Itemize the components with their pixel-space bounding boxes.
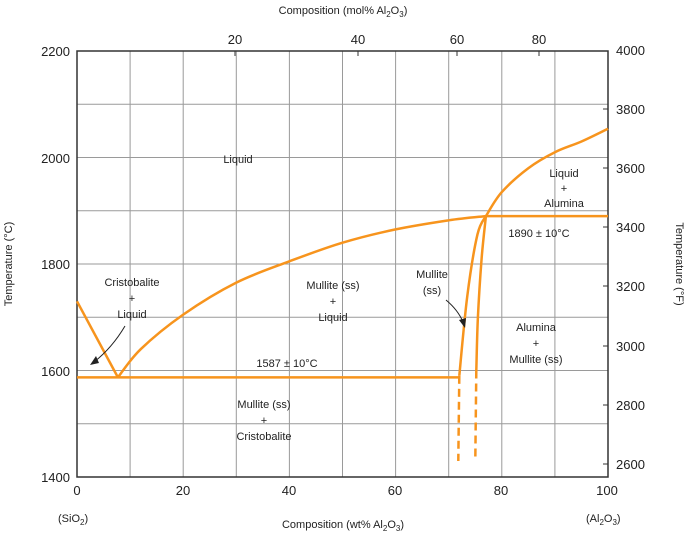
mullite-ss-left-boundary-line — [458, 215, 488, 376]
x-axis-title: Composition (wt% Al2O3) — [282, 519, 404, 533]
x-tick-label: 80 — [494, 483, 508, 498]
top-tick-label: 80 — [532, 32, 546, 47]
y2-tick-label: 3400 — [616, 220, 645, 235]
mullite-ss-label: Mullite — [416, 269, 448, 281]
mullite-cristobalite-label: Cristobalite — [236, 431, 291, 443]
region-labels: Liquid Liquid + Alumina Cristobalite + L… — [104, 154, 584, 443]
cristobalite-liquid-plus: + — [129, 293, 135, 305]
liquid-region-label: Liquid — [223, 154, 252, 166]
plot-frame — [76, 50, 609, 478]
liquid-alumina-plus: + — [561, 183, 567, 195]
mullite-liquid-label: Mullite (ss) — [306, 280, 359, 292]
y2-tick-label: 3800 — [616, 102, 645, 117]
mullite-liquid-label: Liquid — [318, 312, 347, 324]
y2-tick-label: 2600 — [616, 457, 645, 472]
x-tick-label: 100 — [596, 483, 618, 498]
alumina-mullite-plus: + — [533, 338, 539, 350]
y2-tick-label: 3200 — [616, 279, 645, 294]
top-axis: Composition (mol% Al2O3) 20 40 60 80 — [228, 5, 546, 56]
left-axis: 1400 1600 1800 2000 2200 Temperature (°C… — [3, 44, 70, 485]
mullite-cristobalite-plus: + — [261, 415, 267, 427]
liquidus-sio2-side-line — [75, 300, 120, 378]
top-tick-label: 60 — [450, 32, 464, 47]
grid — [77, 51, 608, 477]
top-axis-title: Composition (mol% Al2O3) — [279, 5, 408, 19]
x-tick-label: 20 — [176, 483, 190, 498]
mullite-ss-right-dashed-line — [474, 370, 478, 462]
liquid-alumina-label: Alumina — [544, 198, 585, 210]
y-tick-label: 1600 — [41, 364, 70, 379]
x-tick-label: 40 — [282, 483, 296, 498]
liquid-alumina-label: Liquid — [549, 168, 578, 180]
sio2-end-label: (SiO2) — [58, 513, 88, 527]
liquidus-mullite-side-line — [116, 214, 487, 379]
y-tick-label: 1400 — [41, 470, 70, 485]
y2-tick-label: 3600 — [616, 161, 645, 176]
liquidus-alumina-side-line — [484, 127, 609, 217]
y-tick-label: 2200 — [41, 44, 70, 59]
top-tick-label: 40 — [351, 32, 365, 47]
y-axis-title-left: Temperature (°C) — [3, 222, 15, 306]
y2-tick-label: 2800 — [616, 398, 645, 413]
mullite-liquid-plus: + — [330, 296, 336, 308]
alumina-mullite-label: Mullite (ss) — [509, 354, 562, 366]
phase-boundaries — [75, 127, 609, 462]
top-tick-label: 20 — [228, 32, 242, 47]
x-tick-label: 60 — [388, 483, 402, 498]
mullite-ss-label: (ss) — [423, 285, 441, 297]
mullite-cristobalite-label: Mullite (ss) — [237, 399, 290, 411]
mullite-ss-left-dashed-line — [457, 375, 461, 462]
al2o3-end-label: (Al2O3) — [586, 513, 621, 527]
pointer-arrows — [90, 299, 466, 365]
alumina-mullite-label: Alumina — [516, 322, 557, 334]
cristobalite-arrowhead — [90, 356, 99, 365]
bottom-axis: 0 20 40 60 80 100 Composition (wt% Al2O3… — [58, 483, 621, 533]
right-axis: 2600 2800 3000 3200 3400 3600 3800 4000 … — [603, 43, 685, 472]
y-axis-title-right: Temperature (°F) — [673, 222, 685, 305]
y2-tick-label: 3000 — [616, 339, 645, 354]
eutectic-temperature-label: 1587 ± 10°C — [256, 358, 317, 370]
y-tick-label: 2000 — [41, 151, 70, 166]
peritectic-temperature-label: 1890 ± 10°C — [508, 228, 569, 240]
y-tick-label: 1800 — [41, 257, 70, 272]
cristobalite-liquid-label: Liquid — [117, 309, 146, 321]
mullite-ss-right-boundary-line — [475, 215, 488, 371]
mullite-ss-arrowhead — [459, 318, 466, 328]
cristobalite-liquid-label: Cristobalite — [104, 277, 159, 289]
x-tick-label: 0 — [73, 483, 80, 498]
y2-tick-label: 4000 — [616, 43, 645, 58]
